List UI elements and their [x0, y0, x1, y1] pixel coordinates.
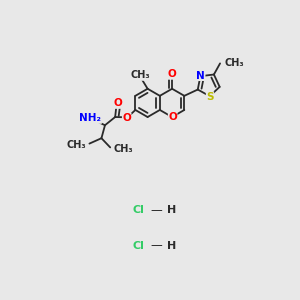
Text: O: O — [168, 112, 177, 122]
Text: H: H — [167, 241, 177, 251]
Text: N: N — [196, 70, 205, 81]
Text: CH₃: CH₃ — [114, 144, 134, 154]
Text: —: — — [150, 239, 162, 252]
Text: Cl: Cl — [132, 206, 144, 215]
Text: Cl: Cl — [132, 241, 144, 251]
Text: O: O — [122, 113, 131, 123]
Text: CH₃: CH₃ — [224, 58, 244, 68]
Text: CH₃: CH₃ — [66, 140, 86, 150]
Text: CH₃: CH₃ — [130, 70, 150, 80]
Text: S: S — [206, 92, 214, 102]
Text: NH₂: NH₂ — [80, 113, 101, 123]
Text: O: O — [168, 69, 176, 79]
Text: O: O — [113, 98, 122, 108]
Text: —: — — [150, 204, 162, 217]
Text: H: H — [167, 206, 177, 215]
